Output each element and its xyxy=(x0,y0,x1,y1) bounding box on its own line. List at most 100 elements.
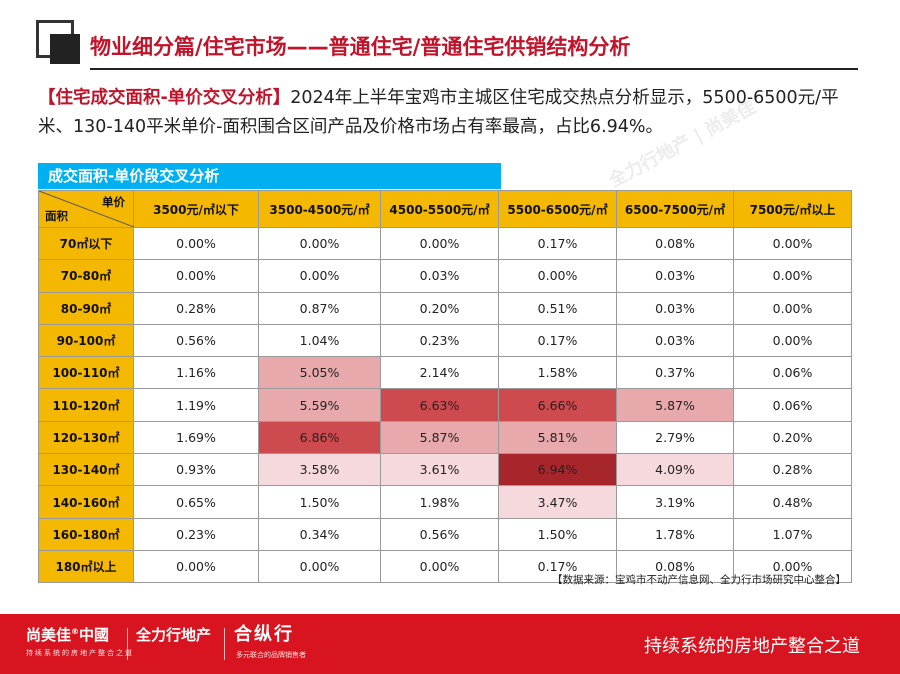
table-cell: 0.87% xyxy=(258,291,381,325)
table-cell: 0.00% xyxy=(380,549,499,584)
table-corner-cell: 单价 面积 xyxy=(38,190,134,228)
table-cell: 0.34% xyxy=(258,517,381,551)
footer-brand3-subtitle: 多元联合的品牌销售者 xyxy=(236,651,306,659)
table-cell: 0.23% xyxy=(133,517,259,551)
table-row: 160-180㎡ 0.23% 0.34% 0.56% 1.50% 1.78% 1.07% xyxy=(38,517,852,551)
table-cell: 0.00% xyxy=(133,259,259,293)
table-banner: 成交面积-单价段交叉分析 xyxy=(38,163,501,189)
table-cell: 0.06% xyxy=(733,356,852,390)
corner-diagonal xyxy=(39,191,134,227)
table-cell: 0.00% xyxy=(733,291,852,325)
table-cell: 0.56% xyxy=(133,323,259,358)
table-cell: 0.08% xyxy=(616,549,734,584)
row-header: 130-140㎡ xyxy=(38,453,134,487)
table-cell: 0.93% xyxy=(133,453,259,487)
table-cell: 0.00% xyxy=(733,226,852,261)
table-cell: 6.66% xyxy=(498,388,617,422)
table-cell: 1.50% xyxy=(258,485,381,519)
table-cell: 1.16% xyxy=(133,356,259,390)
header-logo-square-filled xyxy=(50,34,80,64)
table-cell: 3.61% xyxy=(380,453,499,487)
column-header: 3500元/㎡以下 xyxy=(133,190,259,228)
footer-brand-quanlixing: 全力行地产 xyxy=(136,626,212,644)
table-cell: 5.59% xyxy=(258,388,381,422)
table-cell: 6.63% xyxy=(380,388,499,422)
intro-text: 2024年上半年宝鸡市主城区住宅成交热点分析显示，5500-6500元/平米、1… xyxy=(38,88,839,137)
corner-label-price: 单价 xyxy=(102,195,125,209)
table-cell: 0.28% xyxy=(733,453,852,487)
table-cell: 1.98% xyxy=(380,485,499,519)
table-cell: 0.20% xyxy=(380,291,499,325)
table-cell: 0.37% xyxy=(616,356,734,390)
column-header: 7500元/㎡以上 xyxy=(733,190,852,228)
table-row: 80-90㎡ 0.28% 0.87% 0.20% 0.51% 0.03% 0.00% xyxy=(38,291,852,325)
data-source-note: 【数据来源：宝鸡市不动产信息网、全力行市场研究中心整合】 xyxy=(552,574,846,586)
table-cell: 1.78% xyxy=(616,517,734,551)
table-cell: 0.51% xyxy=(498,291,617,325)
corner-label-area: 面积 xyxy=(45,209,68,223)
table-cell: 0.03% xyxy=(616,323,734,358)
table-cell: 0.00% xyxy=(380,226,499,261)
table-row: 180㎡以上 0.00% 0.00% 0.00% 0.17% 0.08% 0.00% xyxy=(38,549,852,584)
table-cell: 2.14% xyxy=(380,356,499,390)
table-cell: 3.58% xyxy=(258,453,381,487)
intro-tag: 【住宅成交面积-单价交叉分析】 xyxy=(38,88,291,108)
row-header: 70㎡以下 xyxy=(38,226,134,261)
table-cell: 3.47% xyxy=(498,485,617,519)
table-cell: 1.58% xyxy=(498,356,617,390)
table-cell: 0.28% xyxy=(133,291,259,325)
table-cell: 0.23% xyxy=(380,323,499,358)
table-cell: 0.06% xyxy=(733,388,852,422)
table-header-row: 单价 面积 3500元/㎡以下 3500-4500元/㎡ 4500-5500元/… xyxy=(38,190,852,228)
footer-brand1-name: 尚美佳 xyxy=(26,626,72,644)
header-divider xyxy=(90,68,858,70)
row-header: 80-90㎡ xyxy=(38,291,134,325)
table-cell: 0.00% xyxy=(258,226,381,261)
table-cell: 0.08% xyxy=(616,226,734,261)
table-cell: 1.19% xyxy=(133,388,259,422)
table-cell: 0.65% xyxy=(133,485,259,519)
table-cell: 0.56% xyxy=(380,517,499,551)
table-cell: 1.69% xyxy=(133,420,259,455)
table-cell: 0.20% xyxy=(733,420,852,455)
table-cell: 0.00% xyxy=(733,323,852,358)
table-cell: 0.03% xyxy=(380,259,499,293)
footer-brand1-subtitle: 持续系统的房地产整合之道 xyxy=(26,649,134,657)
page-title: 物业细分篇/住宅市场——普通住宅/普通住宅供销结构分析 xyxy=(90,35,631,59)
column-header: 4500-5500元/㎡ xyxy=(380,190,499,228)
row-header: 90-100㎡ xyxy=(38,323,134,358)
footer-brand1-suffix: 中國 xyxy=(79,626,110,644)
table-cell: 0.17% xyxy=(498,226,617,261)
footer-separator xyxy=(127,628,128,660)
table-cell: 0.00% xyxy=(733,549,852,584)
table-cell: 0.00% xyxy=(133,549,259,584)
column-header: 3500-4500元/㎡ xyxy=(258,190,381,228)
footer-slogan: 持续系统的房地产整合之道 xyxy=(644,636,860,657)
column-header: 5500-6500元/㎡ xyxy=(498,190,617,228)
table-cell: 4.09% xyxy=(616,453,734,487)
intro-paragraph: 【住宅成交面积-单价交叉分析】2024年上半年宝鸡市主城区住宅成交热点分析显示，… xyxy=(38,84,864,142)
table-cell: 6.94% xyxy=(498,453,617,487)
table-cell: 5.87% xyxy=(380,420,499,455)
row-header: 180㎡以上 xyxy=(38,549,134,584)
row-header: 120-130㎡ xyxy=(38,420,134,455)
table-row: 70-80㎡ 0.00% 0.00% 0.03% 0.00% 0.03% 0.00% xyxy=(38,259,852,293)
table-cell: 6.86% xyxy=(258,420,381,455)
table-cell: 0.17% xyxy=(498,549,617,584)
table-cell: 5.05% xyxy=(258,356,381,390)
table-cell: 0.00% xyxy=(258,549,381,584)
footer-brand-hezongxing: 合纵行 xyxy=(234,624,294,645)
table-row: 130-140㎡ 0.93% 3.58% 3.61% 6.94% 4.09% 0.28% xyxy=(38,453,852,487)
table-cell: 0.00% xyxy=(733,259,852,293)
column-header: 6500-7500元/㎡ xyxy=(616,190,734,228)
table-cell: 0.48% xyxy=(733,485,852,519)
row-header: 160-180㎡ xyxy=(38,517,134,551)
table-cell: 5.87% xyxy=(616,388,734,422)
table-cell: 0.03% xyxy=(616,291,734,325)
table-row: 100-110㎡ 1.16% 5.05% 2.14% 1.58% 0.37% 0.06% xyxy=(38,356,852,390)
table-cell: 5.81% xyxy=(498,420,617,455)
footer-brand-shangmeijia: 尚美佳®中國 xyxy=(26,624,109,645)
table-cell: 1.04% xyxy=(258,323,381,358)
table-cell: 3.19% xyxy=(616,485,734,519)
footer-separator xyxy=(224,628,225,660)
